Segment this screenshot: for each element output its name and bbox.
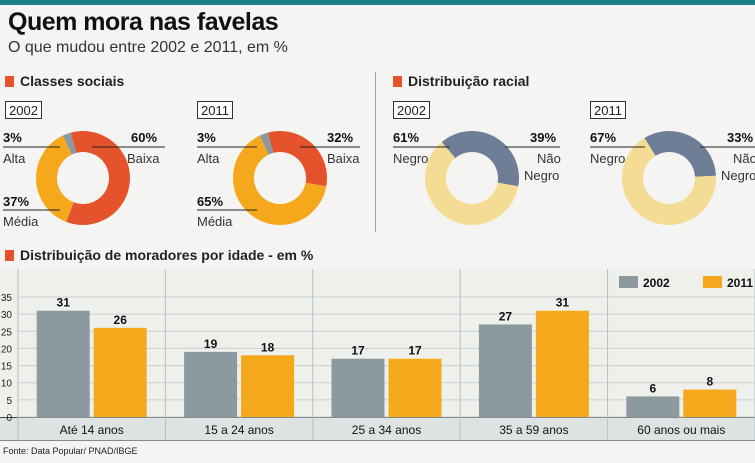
- bar-value-label: 6: [649, 381, 656, 395]
- category-label: 15 a 24 anos: [204, 423, 273, 437]
- bar-2011-4: [683, 389, 737, 417]
- bar-2002-4: [626, 396, 680, 417]
- bar-value-label: 31: [556, 296, 570, 310]
- heading-marker-icon: [393, 76, 402, 87]
- age-heading-text: Distribuição de moradores por idade - em…: [20, 247, 314, 263]
- classes-2002-baixa-label: Baixa: [127, 151, 160, 166]
- classes-2002-alta-label: Alta: [3, 151, 26, 166]
- age-heading: Distribuição de moradores por idade - em…: [5, 247, 313, 263]
- racial-2011-nao-label: Não: [733, 151, 755, 166]
- category-label: 35 a 59 anos: [499, 423, 568, 437]
- y-tick-label: 15: [1, 362, 13, 373]
- bar-value-label: 8: [706, 375, 713, 389]
- racial-heading-text: Distribuição racial: [408, 73, 530, 89]
- classes-2002-media-pct: 37%: [3, 194, 30, 209]
- bar-2011-3: [535, 310, 589, 417]
- bar-chart-legend: 2002 2011: [619, 276, 753, 290]
- racial-2002-negro-label: Negro: [393, 151, 429, 166]
- bar-value-label: 27: [499, 309, 513, 323]
- classes-2002-alta-pct: 3%: [3, 130, 22, 145]
- classes-2011-media-pct: 65%: [197, 194, 224, 209]
- racial-2002-nao-negro-pct: 39%: [530, 130, 557, 145]
- bar-chart-grid: 0 5 10 15 20 25 30 35: [1, 269, 755, 440]
- classes-heading: Classes sociais: [5, 73, 124, 89]
- top-accent-bar: [0, 0, 755, 5]
- bar-2011-0: [93, 327, 147, 417]
- bar-2002-0: [36, 310, 90, 417]
- donut-slice-media: [232, 135, 327, 225]
- racial-2011-negro-pct: 67%: [590, 130, 617, 145]
- donut-slice-alta: [62, 132, 77, 155]
- category-label: 60 anos ou mais: [637, 423, 725, 437]
- donut-slice-alta: [259, 132, 274, 155]
- bar-2002-2: [331, 358, 385, 417]
- legend-swatch-2011: [703, 276, 722, 288]
- bar-2011-2: [388, 358, 442, 417]
- heading-marker-icon: [5, 250, 14, 261]
- section-divider: [375, 72, 376, 232]
- category-label: 25 a 34 anos: [352, 423, 421, 437]
- y-tick-label: 10: [1, 379, 13, 390]
- racial-2011-nao-negro-label: Negro: [721, 168, 755, 183]
- y-tick-label: 5: [6, 396, 12, 407]
- bar-value-label: 17: [351, 344, 365, 358]
- classes-2011-alta-pct: 3%: [197, 130, 216, 145]
- bar-value-label: 31: [57, 296, 71, 310]
- y-tick-label: 30: [1, 310, 13, 321]
- classes-2002-year: 2002: [5, 101, 42, 119]
- classes-2002-donut: [36, 130, 131, 225]
- classes-2011-alta-label: Alta: [197, 151, 220, 166]
- bar-2011-1: [241, 355, 295, 417]
- racial-2002-nao-label: Não: [537, 151, 561, 166]
- classes-heading-text: Classes sociais: [20, 73, 125, 89]
- donut-slice-negro: [622, 137, 716, 226]
- donut-slice-nao-negro: [441, 130, 519, 187]
- bar-value-label: 26: [114, 313, 128, 327]
- donut-slice-baixa: [66, 130, 131, 225]
- y-tick-label: 35: [1, 293, 13, 304]
- classes-2011-media-label: Média: [197, 214, 233, 229]
- racial-2011-negro-label: Negro: [590, 151, 626, 166]
- racial-heading: Distribuição racial: [393, 73, 529, 89]
- donut-slice-nao-negro: [644, 131, 716, 177]
- classes-2011-baixa-label: Baixa: [327, 151, 360, 166]
- donut-slice-baixa: [267, 131, 327, 187]
- category-band: [0, 418, 755, 440]
- bar-value-label: 17: [408, 344, 422, 358]
- racial-2011-year: 2011: [590, 101, 626, 119]
- racial-2002-nao-negro-label: Negro: [524, 168, 560, 183]
- classes-2002-baixa-pct: 60%: [131, 130, 158, 145]
- bar-2002-3: [478, 324, 532, 417]
- legend-swatch-2002: [619, 276, 638, 288]
- racial-2011-nao-negro-pct: 33%: [727, 130, 754, 145]
- racial-2002-donut: [425, 130, 519, 225]
- classes-2011-baixa-pct: 32%: [327, 130, 354, 145]
- racial-2002-negro-pct: 61%: [393, 130, 420, 145]
- y-tick-label: 20: [1, 344, 13, 355]
- bar-value-label: 18: [261, 340, 275, 354]
- category-label: Até 14 anos: [60, 423, 124, 437]
- heading-marker-icon: [5, 76, 14, 87]
- donut-slice-negro: [425, 142, 519, 225]
- legend-label-2011: 2011: [727, 276, 753, 290]
- racial-2011-donut: [622, 131, 716, 226]
- y-tick-label: 25: [1, 327, 13, 338]
- page-subtitle: O que mudou entre 2002 e 2011, em %: [8, 39, 288, 56]
- bar-value-label: 19: [204, 337, 218, 351]
- classes-2011-donut: [232, 131, 327, 225]
- classes-2011-year: 2011: [197, 101, 233, 119]
- donut-slice-media: [36, 135, 74, 222]
- racial-2002-year: 2002: [393, 101, 430, 119]
- source-note: Fonte: Data Popular/ PNAD/IBGE: [3, 446, 138, 456]
- bar-chart-marks: 31 26 Até 14 anos 19 18 15 a 24 anos 17 17 25 a …: [36, 296, 737, 437]
- y-tick-label: 0: [6, 413, 12, 424]
- bar-2002-1: [184, 351, 238, 417]
- page-title: Quem mora nas favelas: [8, 8, 279, 36]
- legend-label-2002: 2002: [643, 276, 670, 290]
- donut-charts: [3, 130, 755, 226]
- classes-2002-media-label: Média: [3, 214, 39, 229]
